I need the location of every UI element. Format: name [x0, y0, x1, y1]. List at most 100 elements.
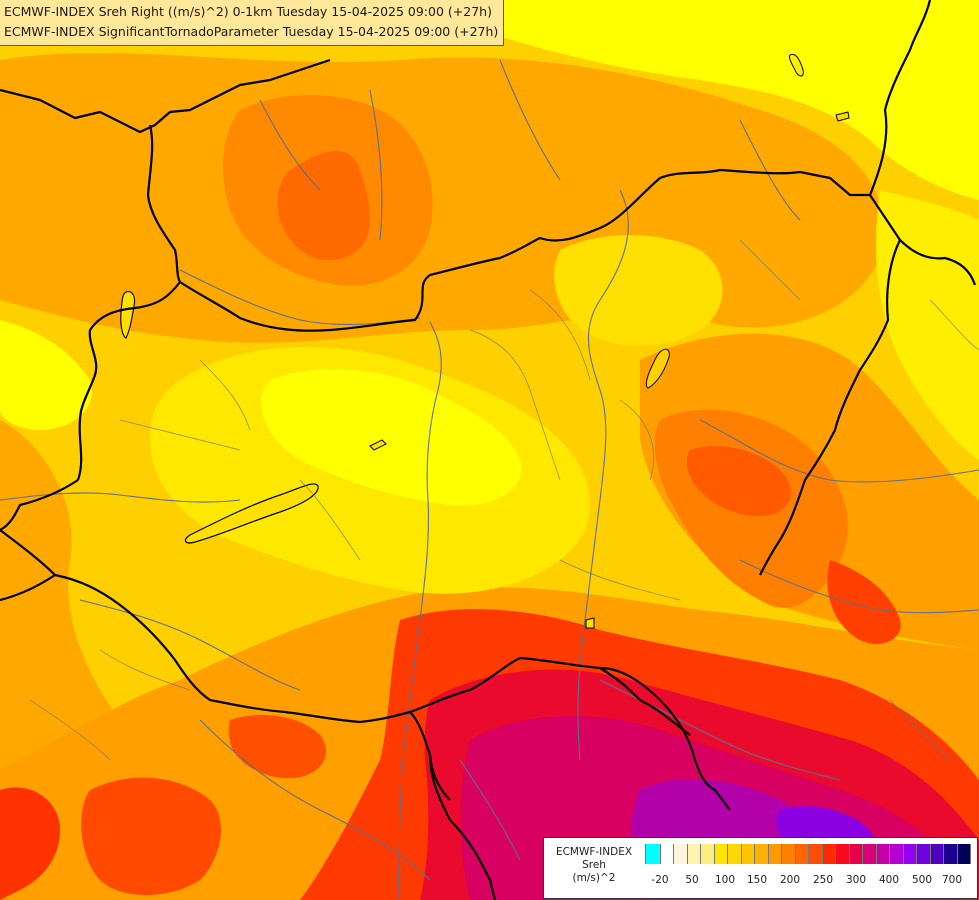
region-line-3 — [619, 399, 654, 481]
legend-swatch — [876, 844, 890, 864]
legend-tick-label: 300 — [845, 874, 867, 886]
border-hu-at — [76, 281, 181, 481]
field-red-southeast — [827, 560, 901, 644]
river-danube-north — [179, 269, 421, 326]
field-yellow-east — [876, 190, 979, 460]
border-west-si — [0, 529, 57, 602]
river-north-1 — [259, 99, 321, 191]
border-ro-rs — [599, 667, 691, 736]
border-ua-ro — [869, 194, 977, 286]
field-redorange-north — [277, 151, 370, 261]
field-yellow-mid — [554, 235, 723, 346]
region-line-1 — [469, 329, 561, 481]
field-red-farwest — [0, 787, 60, 900]
legend-swatch — [645, 844, 661, 864]
legend-tick-label: 200 — [779, 874, 801, 886]
region-line-7 — [559, 559, 681, 601]
legend-swatch — [822, 844, 836, 864]
color-legend: ECMWF-INDEX Sreh (m/s)^2 -20 50 100 150 200 2… — [543, 837, 978, 899]
border-hungary-north — [0, 58, 331, 134]
legend-tick-label: 500 — [911, 874, 933, 886]
border-cz-sk — [146, 124, 181, 283]
legend-swatch — [890, 844, 904, 864]
lake-small-1[interactable] — [369, 439, 387, 451]
legend-header: ECMWF-INDEX Sreh (m/s)^2 — [544, 838, 644, 898]
legend-swatches — [645, 844, 971, 864]
border-sk-ua — [868, 0, 932, 196]
map-title-box: ECMWF-INDEX Sreh Right ((m/s)^2) 0-1km T… — [0, 0, 505, 46]
legend-swatch — [687, 844, 701, 864]
region-line-4 — [299, 479, 361, 561]
field-red-southwest — [81, 777, 221, 895]
lake-balaton[interactable] — [184, 483, 319, 544]
border-hu-hr — [54, 573, 451, 801]
legend-swatch — [782, 844, 796, 864]
legend-tick-label: 150 — [746, 874, 768, 886]
legend-swatch — [660, 844, 674, 864]
river-east-2 — [739, 559, 979, 614]
legend-variable-label: Sreh — [582, 859, 606, 871]
border-hu-ro — [759, 239, 901, 576]
legend-source-label: ECMWF-INDEX — [555, 846, 633, 858]
legend-swatch — [701, 844, 715, 864]
legend-swatch — [957, 844, 971, 864]
region-line-5 — [119, 419, 241, 451]
border-rs-bih — [428, 754, 497, 900]
region-line-2 — [529, 289, 591, 381]
legend-swatch — [795, 844, 809, 864]
legend-swatch — [728, 844, 742, 864]
region-line-10 — [29, 699, 111, 761]
legend-swatch — [768, 844, 782, 864]
legend-swatch — [809, 844, 823, 864]
reservoir-east[interactable] — [645, 348, 670, 389]
legend-swatch — [944, 844, 958, 864]
river-north-3 — [499, 59, 561, 181]
river-lines — [0, 59, 979, 900]
border-hu-si — [0, 479, 79, 531]
lake-small-4[interactable] — [835, 111, 850, 122]
legend-swatch — [741, 844, 755, 864]
lake-small-2[interactable] — [585, 617, 595, 629]
field-yellow-bright — [261, 369, 522, 506]
region-boundaries — [29, 239, 979, 761]
river-southwest — [199, 719, 431, 881]
field-red-midwest — [228, 715, 326, 779]
river-south-2 — [459, 759, 521, 861]
river-east-1 — [699, 419, 979, 483]
legend-swatch — [836, 844, 850, 864]
legend-tick-label: 700 — [941, 874, 963, 886]
river-west-1 — [0, 492, 241, 503]
river-northeast — [739, 119, 801, 221]
field-orange-west — [0, 420, 120, 790]
legend-swatch — [755, 844, 769, 864]
region-line-11 — [929, 299, 979, 351]
legend-unit-label: (m/s)^2 — [572, 872, 616, 884]
border-sk-hu — [179, 168, 870, 332]
region-line-6 — [199, 359, 251, 431]
field-yellow-west — [0, 320, 92, 430]
legend-swatch — [714, 844, 728, 864]
region-line-8 — [739, 239, 801, 301]
river-tisza — [577, 189, 629, 761]
legend-swatch — [930, 844, 944, 864]
river-south-1 — [599, 679, 841, 781]
legend-swatch — [674, 844, 688, 864]
region-line-9 — [99, 649, 191, 691]
river-north-2 — [369, 89, 383, 241]
lake-neusiedl[interactable] — [120, 291, 136, 339]
river-west-2 — [79, 599, 301, 691]
legend-swatch — [863, 844, 877, 864]
title-line-sreh: ECMWF-INDEX Sreh Right ((m/s)^2) 0-1km T… — [4, 4, 492, 19]
legend-swatch — [849, 844, 863, 864]
legend-tick-label: 100 — [714, 874, 736, 886]
title-line-stp: ECMWF-INDEX SignificantTornadoParameter … — [4, 24, 499, 39]
lake-small-3[interactable] — [789, 53, 804, 77]
legend-tick-label: -20 — [651, 874, 669, 886]
river-danube — [397, 321, 442, 900]
legend-swatch — [917, 844, 931, 864]
legend-tick-label: 400 — [878, 874, 900, 886]
legend-ticks: -20 50 100 150 200 250 300 400 500 700 — [645, 874, 970, 890]
legend-tick-label: 250 — [812, 874, 834, 886]
